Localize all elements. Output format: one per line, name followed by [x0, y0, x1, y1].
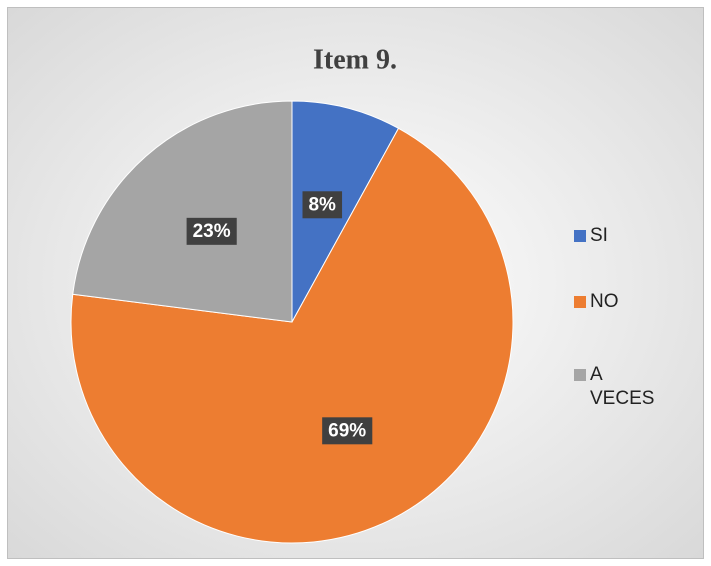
legend-label: A VECES — [590, 364, 655, 409]
pie-slice — [291, 100, 400, 323]
legend-swatch — [574, 296, 586, 308]
data-label-box — [186, 217, 237, 245]
data-label: 69% — [328, 420, 366, 441]
legend-label: NO — [590, 291, 619, 312]
legend-label: SI — [590, 225, 608, 246]
legend-item: NO — [574, 290, 660, 314]
legend-item: A VECES — [574, 363, 660, 411]
pie — [70, 100, 514, 544]
legend-item: SI — [574, 224, 660, 248]
data-label: 23% — [193, 221, 231, 242]
legend-swatch — [574, 230, 586, 242]
data-labels: 8% 69% 23% — [186, 191, 373, 445]
legend-swatch — [574, 369, 586, 381]
pie-slice — [72, 100, 293, 323]
data-label-box — [322, 417, 373, 445]
chart-title: Item 9. — [313, 44, 397, 75]
data-label-box — [302, 191, 343, 219]
pie-slice — [70, 127, 514, 544]
data-label: 8% — [308, 194, 336, 215]
